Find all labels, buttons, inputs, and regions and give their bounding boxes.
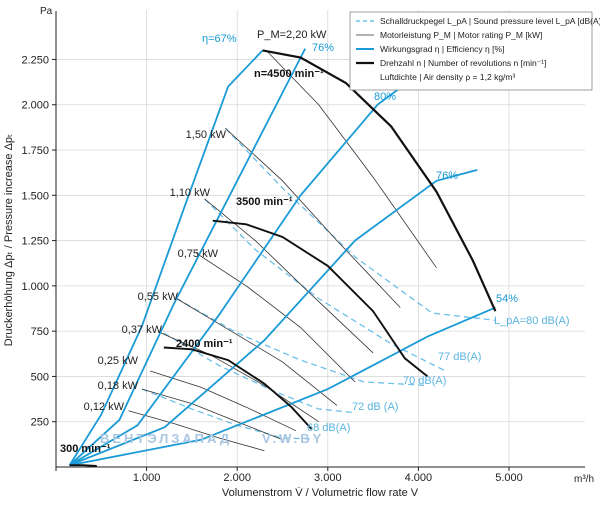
motor-power-label: 0,75 kW: [178, 248, 219, 260]
motor-power-label: 1,50 kW: [186, 129, 227, 141]
sound-level-label: L_pA=80 dB(A): [494, 315, 570, 327]
y-tick-label: 1.750: [21, 145, 49, 157]
legend-label: Wirkungsgrad η | Efficiency η [%]: [380, 44, 504, 54]
x-tick-label: 4.000: [405, 472, 433, 484]
watermark-left: ВЕНТЭЛЗАПАД: [100, 431, 232, 446]
speed-curves: [69, 49, 497, 467]
ticks: 250 500 750 1.000 1.250 1.500 1.750 2.000 2.250 1…: [21, 54, 522, 484]
x-unit: m³/h: [574, 474, 594, 485]
y-tick-label: 1.500: [21, 190, 49, 202]
efficiency-curve: [69, 169, 478, 467]
speed-label: 300 min⁻¹: [60, 443, 111, 455]
motor-power-label: 0,25 kW: [98, 355, 139, 367]
watermark-right: V.W.BY: [262, 431, 324, 446]
speed-label: n=4500 min⁻¹: [254, 68, 324, 80]
motor-power-label: P_M=2,20 kW: [257, 29, 327, 41]
motor-power-line: [176, 298, 338, 406]
speed-label: 2400 min⁻¹: [176, 338, 233, 350]
y-tick-label: 250: [31, 417, 49, 429]
y-tick-label: 1.000: [21, 281, 49, 293]
legend-box: [349, 11, 593, 91]
motor-power-line: [150, 370, 297, 432]
legend-label: Drehzahl n | Number of revolutions n [mi…: [380, 58, 546, 68]
y-tick-label: 2.250: [21, 54, 49, 66]
x-tick-label: 2.000: [223, 472, 251, 484]
x-axis-title: Volumenstrom V̇ / Volumetric flow rate V: [222, 486, 419, 499]
speed-curve: [262, 49, 497, 312]
efficiency-label: 54%: [496, 293, 518, 305]
efficiency-curve: [68, 48, 307, 466]
y-tick-label: 2.000: [21, 100, 49, 112]
y-unit: Pa: [40, 6, 53, 17]
speed-curve: [69, 464, 97, 467]
legend-label: Motorleistung P_M | Motor rating P_M [kW…: [380, 30, 542, 40]
motor-power-label: 0,55 kW: [138, 291, 179, 303]
efficiency-label: 76%: [312, 42, 334, 54]
motor-power-line: [196, 252, 356, 383]
speed-curve: [212, 219, 429, 378]
motor-power-label: 0,18 kW: [98, 380, 139, 392]
x-tick-label: 5.000: [495, 472, 523, 484]
y-tick-label: 500: [31, 371, 49, 383]
speed-curve: [163, 346, 313, 430]
motor-power-label: 0,37 kW: [122, 324, 163, 336]
motor-power-label: 0,12 kW: [84, 401, 125, 413]
efficiency-label: 80%: [374, 91, 396, 103]
motor-power-line: [128, 410, 265, 452]
efficiency-curve: [69, 306, 496, 467]
sound-level-label: 77 dB(A): [438, 351, 481, 363]
sound-level-label: 68 dB(A): [307, 422, 350, 434]
motor-power-line: [225, 128, 401, 308]
motor-lines: [128, 50, 437, 452]
efficiency-curve: [69, 76, 415, 466]
sound-level-label: 70 dB(A): [403, 375, 446, 387]
y-tick-label: 750: [31, 326, 49, 338]
efficiency-curves: [68, 48, 496, 467]
sound-level-label: 72 dB (A): [352, 401, 398, 413]
x-tick-label: 3.000: [314, 472, 342, 484]
speed-label: 3500 min⁻¹: [236, 196, 293, 208]
y-axis-title: Druckerhöhung Δpₜ / Pressure increase Δp…: [3, 134, 15, 347]
y-tick-label: 1.250: [21, 236, 49, 248]
motor-power-line: [141, 388, 283, 441]
motor-power-line: [204, 198, 374, 354]
curve-labels: η=67% 76% 80% 76% 54% n=4500 min⁻¹ 3500 min⁻¹ 2…: [60, 29, 570, 455]
efficiency-curve: [68, 49, 264, 466]
sound-line: [224, 127, 496, 321]
sound-line: [204, 198, 446, 372]
grid: [56, 10, 585, 467]
legend: Schalldruckpegel L_pA | Sound pressure l…: [349, 11, 600, 91]
efficiency-label: 76%: [436, 170, 458, 182]
legend-label: Schalldruckpegel L_pA | Sound pressure l…: [380, 16, 600, 26]
legend-label: Luftdichte | Air density ρ = 1,2 kg/m³: [380, 72, 515, 82]
efficiency-label: η=67%: [202, 33, 237, 45]
motor-power-label: 1,10 kW: [170, 187, 211, 199]
x-tick-label: 1.000: [133, 472, 161, 484]
